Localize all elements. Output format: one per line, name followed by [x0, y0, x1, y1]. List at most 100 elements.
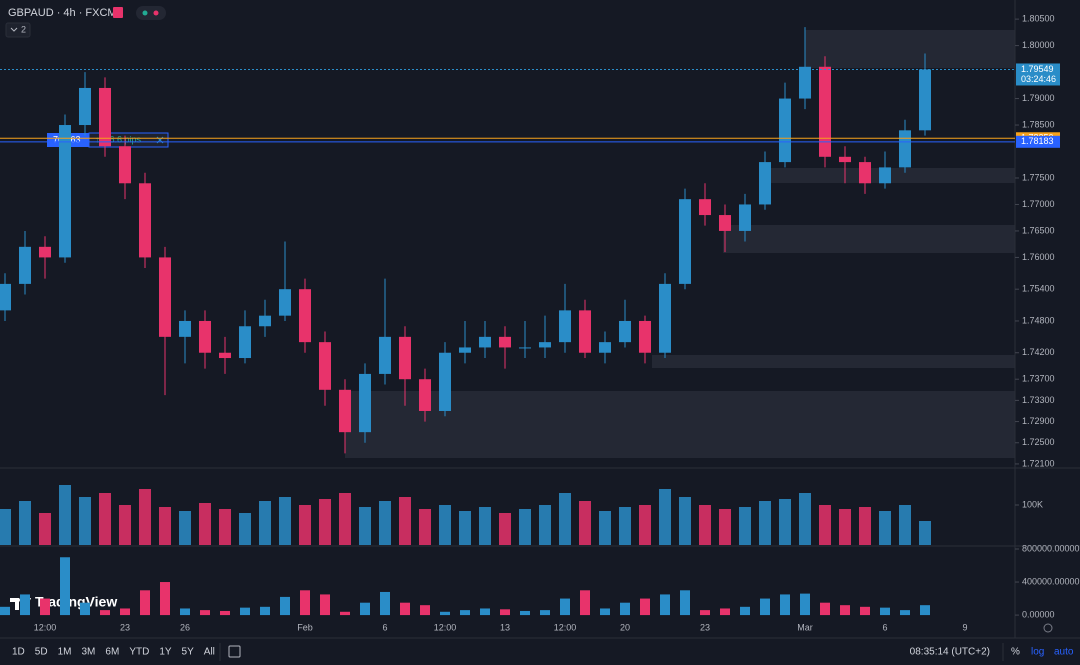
candle-body	[739, 204, 751, 231]
volume-bar	[899, 505, 911, 545]
price-label-box	[1016, 135, 1060, 148]
indicator-bar	[560, 598, 570, 616]
volume-tick-label: 100K	[1022, 499, 1043, 509]
candle-body	[559, 310, 571, 343]
volume-bar	[299, 505, 311, 545]
indicator-tick-label: 400000.00000	[1022, 576, 1080, 586]
volume-bar	[319, 499, 331, 545]
status-pill[interactable]	[136, 6, 166, 20]
candle-body	[859, 162, 871, 184]
x-tick-label: Feb	[297, 622, 313, 632]
y-tick-label: 1.76500	[1022, 225, 1055, 235]
volume-bar	[679, 497, 691, 545]
volume-bar	[139, 489, 151, 545]
indicator-bar	[540, 610, 550, 616]
y-tick-label: 1.77000	[1022, 199, 1055, 209]
candle-body	[799, 66, 811, 99]
indicator-bar	[480, 608, 490, 616]
price-label-box	[1016, 63, 1060, 86]
indicator-tick-label: 800000.00000	[1022, 543, 1080, 553]
volume-bar	[859, 507, 871, 545]
zone	[805, 30, 1015, 68]
indicator-bar	[260, 606, 270, 616]
scale-button[interactable]: auto	[1054, 647, 1074, 658]
indicator-bar	[760, 598, 770, 616]
volume-bar	[379, 501, 391, 545]
indicator-bar	[340, 611, 350, 616]
volume-bar	[719, 509, 731, 545]
y-tick-label: 1.74200	[1022, 347, 1055, 357]
candle-body	[239, 326, 251, 359]
flag-icon[interactable]	[113, 7, 123, 18]
indicator-bar	[600, 608, 610, 616]
candle-body	[39, 246, 51, 258]
volume-bar	[119, 505, 131, 545]
candle-body	[199, 320, 211, 353]
indicator-bar	[640, 598, 650, 616]
zone	[345, 391, 1015, 458]
volume-bar	[499, 513, 511, 545]
range-button[interactable]: 1M	[58, 647, 72, 658]
scale-button[interactable]: %	[1011, 647, 1020, 658]
candle-body	[499, 336, 511, 348]
volume-bar	[639, 505, 651, 545]
y-tick-label: 1.75400	[1022, 284, 1055, 294]
chevron-icon	[10, 27, 18, 32]
x-tick-label: 6	[382, 622, 387, 632]
status-dot	[153, 10, 159, 16]
candle-body	[639, 320, 651, 353]
indicator-bar	[880, 607, 890, 616]
volume-bar	[659, 489, 671, 545]
candle-body	[0, 283, 11, 311]
indicator-bar	[360, 602, 370, 616]
range-button[interactable]: 1D	[12, 647, 25, 658]
range-button[interactable]: 6M	[105, 647, 119, 658]
range-button[interactable]: All	[204, 647, 215, 658]
settings-icon[interactable]	[1043, 623, 1053, 633]
candle-body	[719, 215, 731, 231]
indicator-bar	[160, 582, 170, 616]
volume-bar	[479, 507, 491, 545]
indicator-bar	[280, 596, 290, 616]
candle-body	[679, 199, 691, 284]
volume-bar	[599, 511, 611, 545]
x-tick-label: Mar	[797, 622, 813, 632]
x-tick-label: 13	[500, 622, 510, 632]
scale-button[interactable]: log	[1031, 647, 1044, 658]
y-tick-label: 1.73300	[1022, 395, 1055, 405]
volume-bar	[879, 511, 891, 545]
volume-bar	[279, 497, 291, 545]
range-button[interactable]: 5D	[35, 647, 48, 658]
range-button[interactable]: YTD	[129, 647, 149, 658]
indicator-toggle[interactable]	[5, 22, 31, 38]
range-button[interactable]: 3M	[82, 647, 96, 658]
indicator-bar	[800, 593, 810, 616]
indicator-bar	[620, 602, 630, 616]
indicator-bar	[240, 607, 250, 616]
candle-body	[599, 342, 611, 353]
candle-body	[919, 69, 931, 131]
volume-bar	[0, 509, 11, 545]
indicator-bar	[920, 605, 930, 616]
volume-bar	[739, 507, 751, 545]
x-tick-label: 12:00	[434, 622, 457, 632]
indicator-bar	[740, 606, 750, 616]
volume-bar	[359, 507, 371, 545]
range-button[interactable]: 5Y	[182, 647, 195, 658]
indicator-bar	[520, 610, 530, 616]
candle-body	[379, 336, 391, 374]
indicator-bar	[860, 606, 870, 616]
indicator-bar	[220, 610, 230, 616]
range-button[interactable]: 1Y	[159, 647, 172, 658]
volume-bar	[199, 503, 211, 545]
calendar-icon[interactable]	[228, 645, 241, 658]
zone	[723, 225, 1015, 253]
volume-bar	[539, 505, 551, 545]
candle-body	[819, 66, 831, 157]
indicator-bar	[440, 611, 450, 616]
volume-bar	[759, 501, 771, 545]
indicator-bar	[120, 608, 130, 616]
y-tick-label: 1.73700	[1022, 374, 1055, 384]
indicator-bar	[400, 602, 410, 616]
